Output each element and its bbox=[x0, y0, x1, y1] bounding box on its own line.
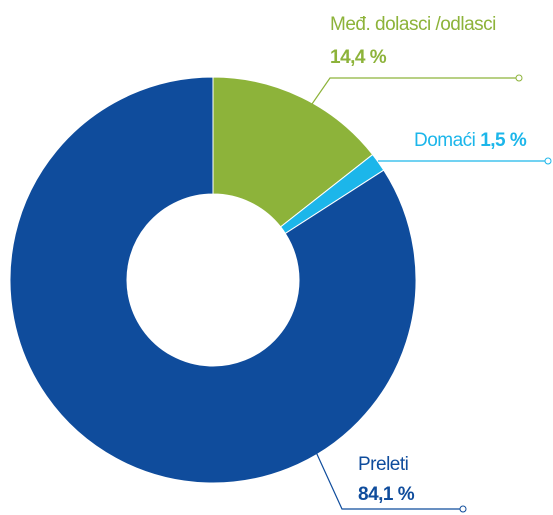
leader-dot bbox=[459, 505, 467, 513]
leader-dot bbox=[515, 74, 523, 82]
value-label: 14,4 % bbox=[330, 47, 387, 68]
donut-slice bbox=[212, 76, 374, 228]
leader-dot bbox=[544, 157, 552, 165]
donut bbox=[9, 76, 417, 484]
slice-label: Međ. dolasci /odlasci bbox=[330, 14, 496, 35]
category: Domaći bbox=[414, 130, 475, 151]
value-label: 1,5 % bbox=[480, 130, 527, 151]
slice-label: Preleti bbox=[358, 454, 408, 475]
leader-line bbox=[315, 451, 460, 510]
donut-slice bbox=[9, 76, 417, 484]
value-label: 84,1 % bbox=[358, 484, 415, 505]
slice-label: Domaći 1,5 % bbox=[414, 130, 527, 151]
leader-line bbox=[311, 77, 516, 105]
